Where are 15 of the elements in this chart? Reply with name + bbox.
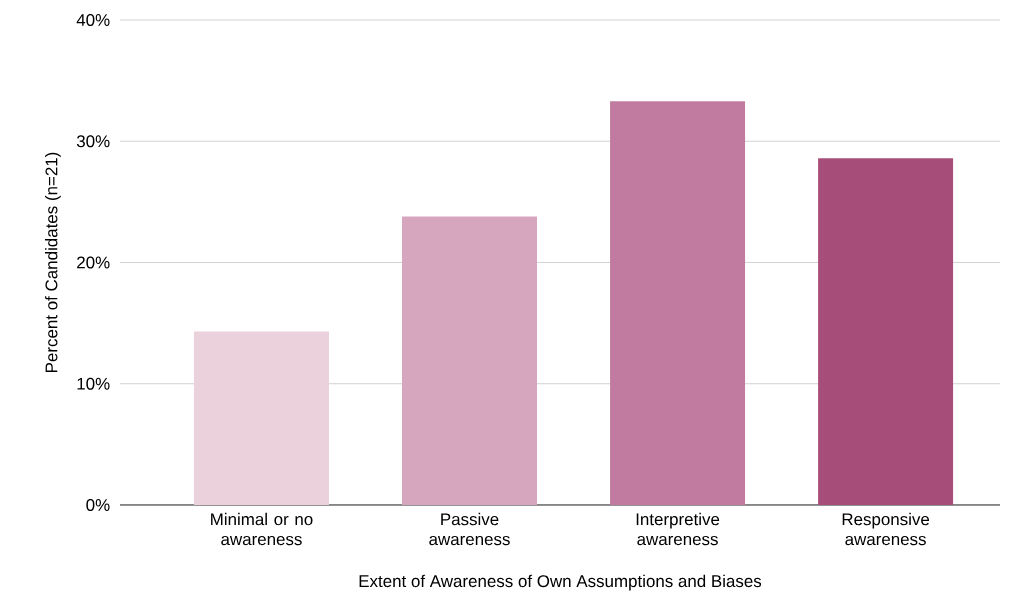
bar [818,158,954,505]
y-tick-label: 30% [76,135,110,148]
x-tick-label: Passive awareness [429,512,510,546]
y-tick-label: 20% [77,256,110,269]
x-axis-title: Extent of Awareness of Own Assumptions and Biases [359,574,762,591]
y-tick-label: 10% [77,377,110,390]
y-axis-title: Percent of Candidates (n=21) [45,152,61,372]
y-tick-label: 0% [86,498,110,511]
y-tick-label: 40% [76,13,110,26]
x-tick-label: Minimal or no awareness [211,512,313,546]
bar [610,101,746,505]
x-tick-label: Interpretive awareness [636,512,720,546]
x-tick-label: Responsive awareness [842,512,930,546]
bar [402,216,538,505]
bar [193,331,329,505]
